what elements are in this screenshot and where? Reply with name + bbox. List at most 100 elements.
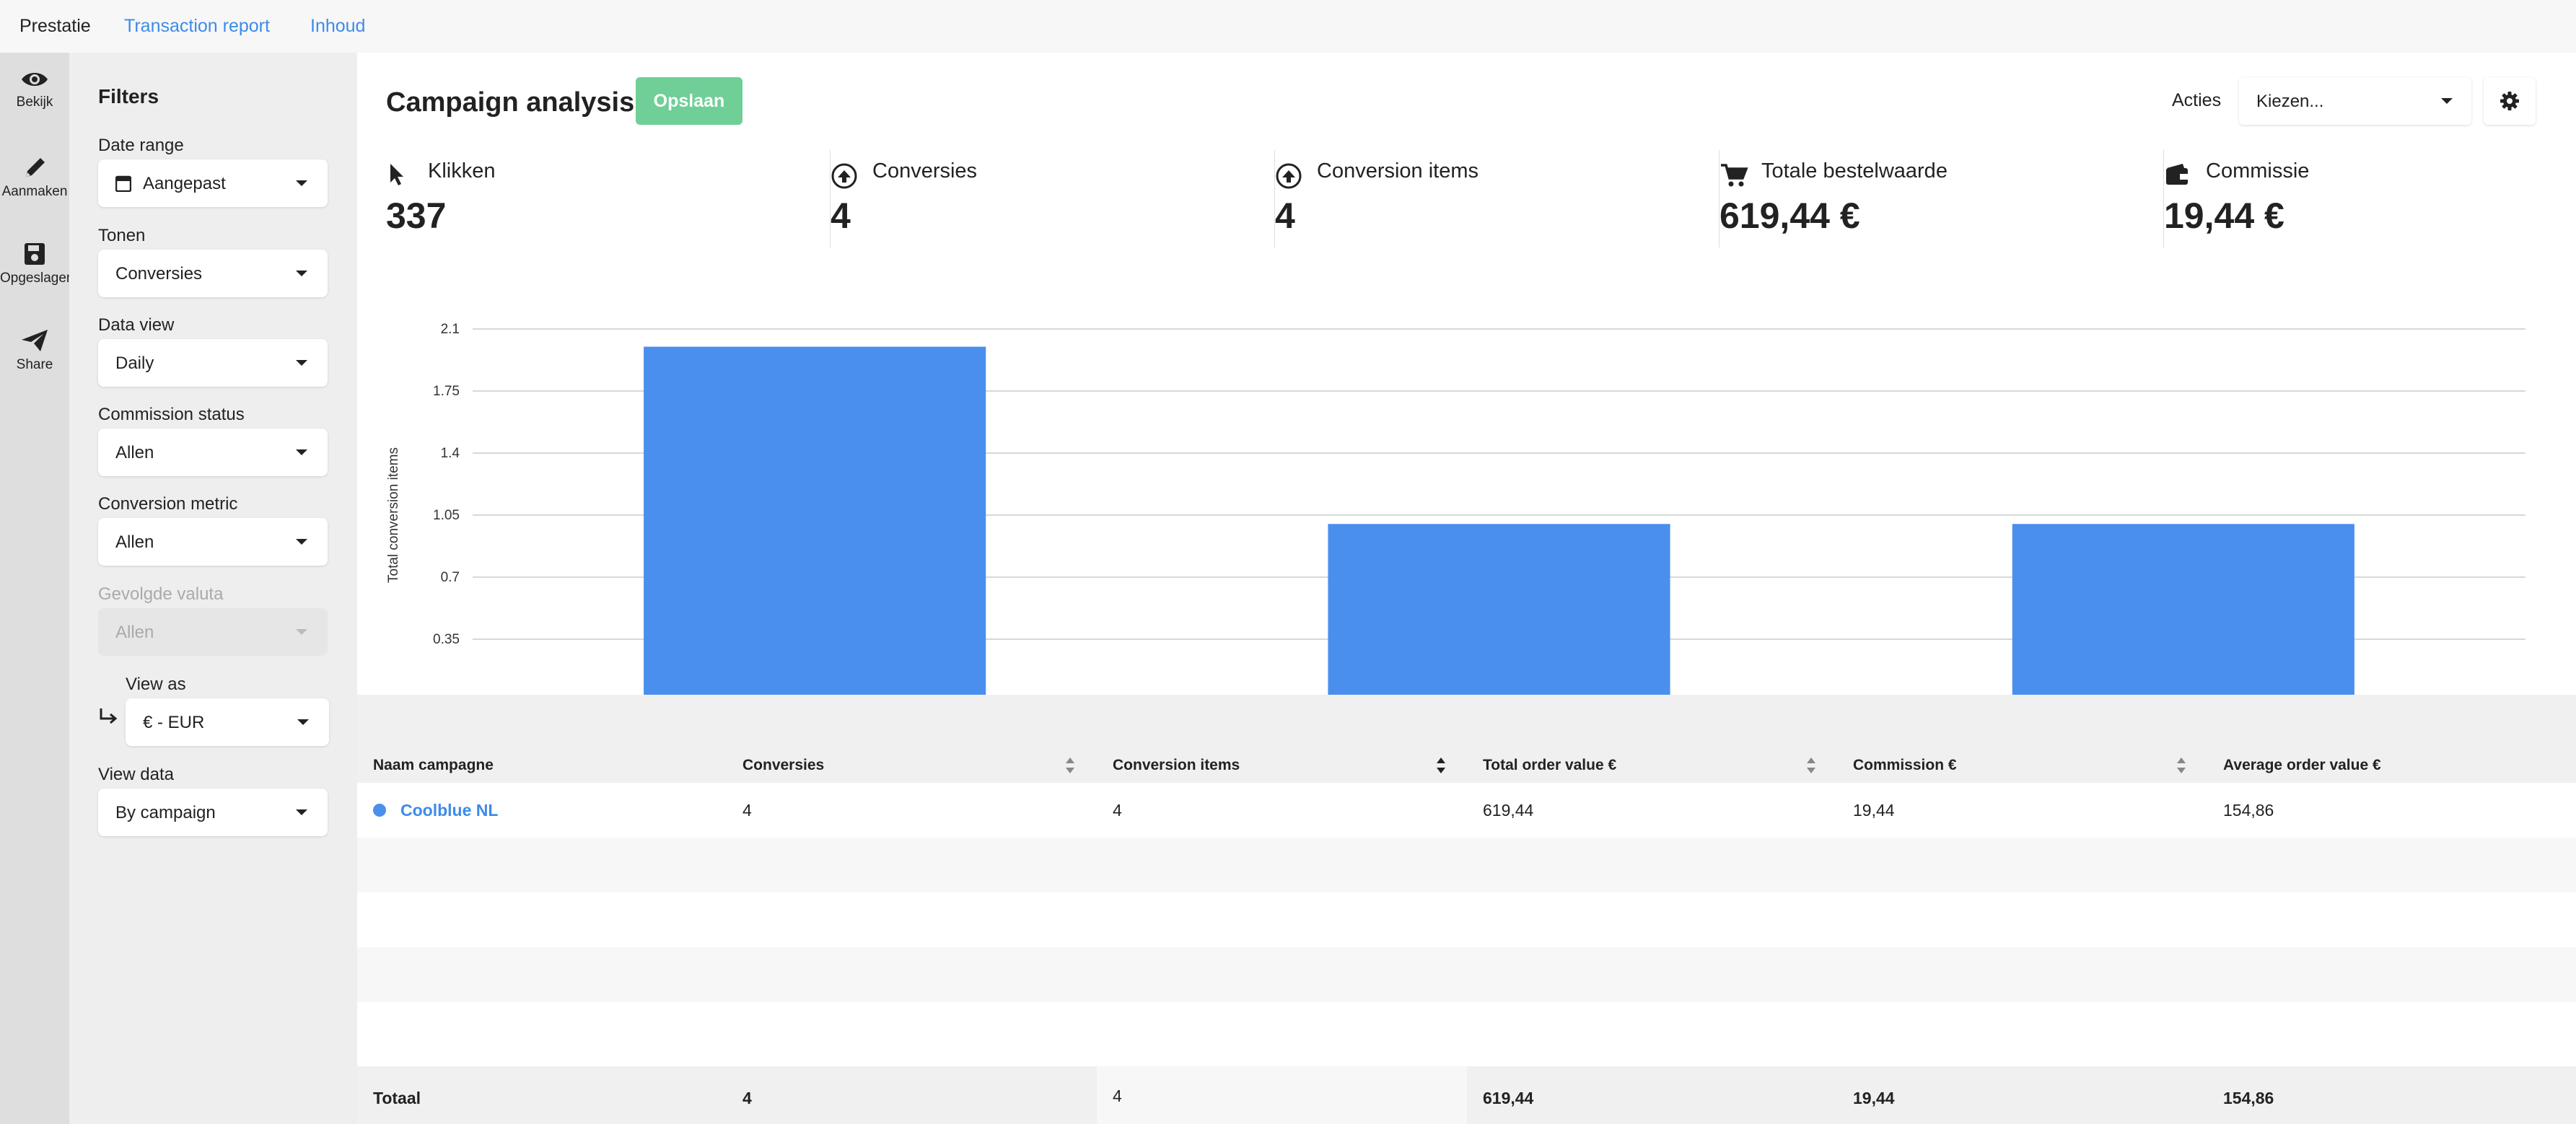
page-title: Campaign analysis <box>386 87 635 118</box>
chevron-down-icon <box>296 360 307 366</box>
campaign-table: Naam campagne Conversies Conversion item… <box>357 695 2576 1124</box>
rail-item-opgeslagen[interactable]: Opgeslagen <box>0 242 74 314</box>
y-tick-label: 1.4 <box>441 446 460 461</box>
view-data-label: View data <box>98 765 174 784</box>
y-tick-label: 1.75 <box>433 384 460 399</box>
col-header-conversion-items[interactable]: Conversion items <box>1113 757 1240 773</box>
calendar-icon <box>115 175 131 192</box>
upload-circle-icon <box>1276 163 1302 189</box>
view-as-label: View as <box>126 675 186 694</box>
col-header-conversions[interactable]: Conversies <box>742 757 825 773</box>
eye-icon <box>22 73 48 86</box>
total-label: Totaal <box>373 1089 421 1107</box>
cart-icon <box>1721 164 1748 187</box>
total-average-order-value: 154,86 <box>2223 1089 2274 1107</box>
kpi-klikken: Klikken 337 <box>386 150 831 251</box>
sort-icon[interactable] <box>1806 755 1816 776</box>
tab-inhoud[interactable]: Inhoud <box>310 16 366 36</box>
empty-row <box>357 838 2576 892</box>
main-content: Campaign analysis Opslaan Acties Kiezen.… <box>357 53 2576 1124</box>
conversion-metric-label: Conversion metric <box>98 494 238 514</box>
bar <box>1328 524 1670 701</box>
chevron-down-icon <box>2441 98 2453 104</box>
campaign-link[interactable]: Coolblue NL <box>400 801 499 820</box>
date-range-select[interactable]: Aangepast <box>98 159 328 207</box>
y-tick-label: 1.05 <box>433 508 460 523</box>
chevron-down-icon <box>296 629 307 635</box>
subdirectory-arrow-icon <box>100 708 118 724</box>
chevron-down-icon <box>296 180 307 186</box>
rail-item-bekijk[interactable]: Bekijk <box>0 69 69 141</box>
kpi-commissie: Commissie 19,44 € <box>2164 159 2310 236</box>
view-as-select[interactable]: € - EUR <box>126 698 329 746</box>
tab-prestatie[interactable]: Prestatie <box>19 16 91 36</box>
empty-row <box>357 947 2576 1002</box>
cell-total-order-value: 619,44 <box>1483 801 1534 820</box>
bar <box>644 346 986 701</box>
cell-conversions: 4 <box>742 801 752 820</box>
col-header-campaign[interactable]: Naam campagne <box>373 757 494 773</box>
data-view-label: Data view <box>98 315 175 335</box>
wallet-icon <box>2166 164 2188 185</box>
settings-button[interactable] <box>2484 77 2536 125</box>
rail-item-share[interactable]: Share <box>0 328 69 400</box>
chevron-down-icon <box>297 719 309 725</box>
cell-commission: 19,44 <box>1853 801 1895 820</box>
gear-icon <box>2500 92 2519 110</box>
filters-panel: Filters Date range Aangepast Tonen Conve… <box>69 53 357 1124</box>
rail-label: Bekijk <box>16 95 53 110</box>
actions-select[interactable]: Kiezen... <box>2239 77 2471 125</box>
rail-item-aanmaken[interactable]: Aanmaken <box>0 155 69 227</box>
rail-label: Share <box>16 357 53 372</box>
top-tab-bar: Prestatie Transaction report Inhoud <box>0 0 2576 53</box>
cell-conversion-items: 4 <box>1113 801 1122 820</box>
paper-plane-icon <box>22 330 48 351</box>
tonen-select[interactable]: Conversies <box>98 250 328 297</box>
commission-status-select[interactable]: Allen <box>98 429 328 476</box>
followed-currency-label: Gevolgde valuta <box>98 584 224 604</box>
date-range-label: Date range <box>98 136 184 155</box>
col-header-total-order-value[interactable]: Total order value € <box>1483 757 1617 773</box>
y-tick-label: 2.1 <box>441 322 460 337</box>
chevron-down-icon <box>296 539 307 545</box>
conversion-metric-select[interactable]: Allen <box>98 518 328 566</box>
col-header-average-order-value[interactable]: Average order value € <box>2223 757 2381 773</box>
data-view-select[interactable]: Daily <box>98 339 328 387</box>
campaign-color-dot <box>373 804 386 817</box>
bar <box>2012 524 2354 701</box>
total-conversions: 4 <box>742 1089 752 1107</box>
kpi-totale-bestelwaarde: Totale bestelwaarde 619,44 € <box>1719 150 2164 251</box>
chevron-down-icon <box>296 271 307 276</box>
tab-transaction-report[interactable]: Transaction report <box>124 16 270 36</box>
view-data-select[interactable]: By campaign <box>98 789 328 836</box>
followed-currency-select: Allen <box>98 608 328 656</box>
col-header-commission[interactable]: Commission € <box>1853 757 1957 773</box>
floppy-disk-icon <box>25 243 45 265</box>
rail-label: Aanmaken <box>1 184 68 199</box>
tonen-label: Tonen <box>98 226 146 245</box>
y-axis-label: Total conversion items <box>386 447 401 583</box>
empty-row <box>357 892 2576 947</box>
total-order-value: 619,44 <box>1483 1089 1534 1107</box>
total-conversion-items: 4 <box>1113 1086 1122 1105</box>
y-tick-label: 0.35 <box>433 632 460 647</box>
chevron-down-icon <box>296 809 307 815</box>
kpi-conversies: Conversies 4 <box>831 150 1275 251</box>
upload-circle-icon <box>831 163 857 189</box>
cell-average-order-value: 154,86 <box>2223 801 2274 820</box>
table-row[interactable]: Coolblue NL 4 4 619,44 19,44 154,86 <box>357 783 2576 838</box>
rail-label: Opgeslagen <box>0 271 74 286</box>
kpi-conversion-items: Conversion items 4 <box>1275 150 1719 251</box>
filters-title: Filters <box>98 85 159 107</box>
chevron-down-icon <box>296 449 307 455</box>
save-button[interactable]: Opslaan <box>636 77 742 125</box>
y-tick-label: 0.7 <box>441 570 460 585</box>
icon-rail: Bekijk Aanmaken Opgeslagen Share <box>0 53 74 1124</box>
total-commission: 19,44 <box>1853 1089 1895 1107</box>
sort-icon[interactable] <box>1065 755 1075 776</box>
table-total-row: Totaal 4 4 619,44 19,44 154,86 <box>357 1066 2576 1124</box>
sort-icon[interactable] <box>2176 755 2186 776</box>
sort-icon-active[interactable] <box>1436 755 1446 776</box>
cursor-icon <box>390 164 403 185</box>
